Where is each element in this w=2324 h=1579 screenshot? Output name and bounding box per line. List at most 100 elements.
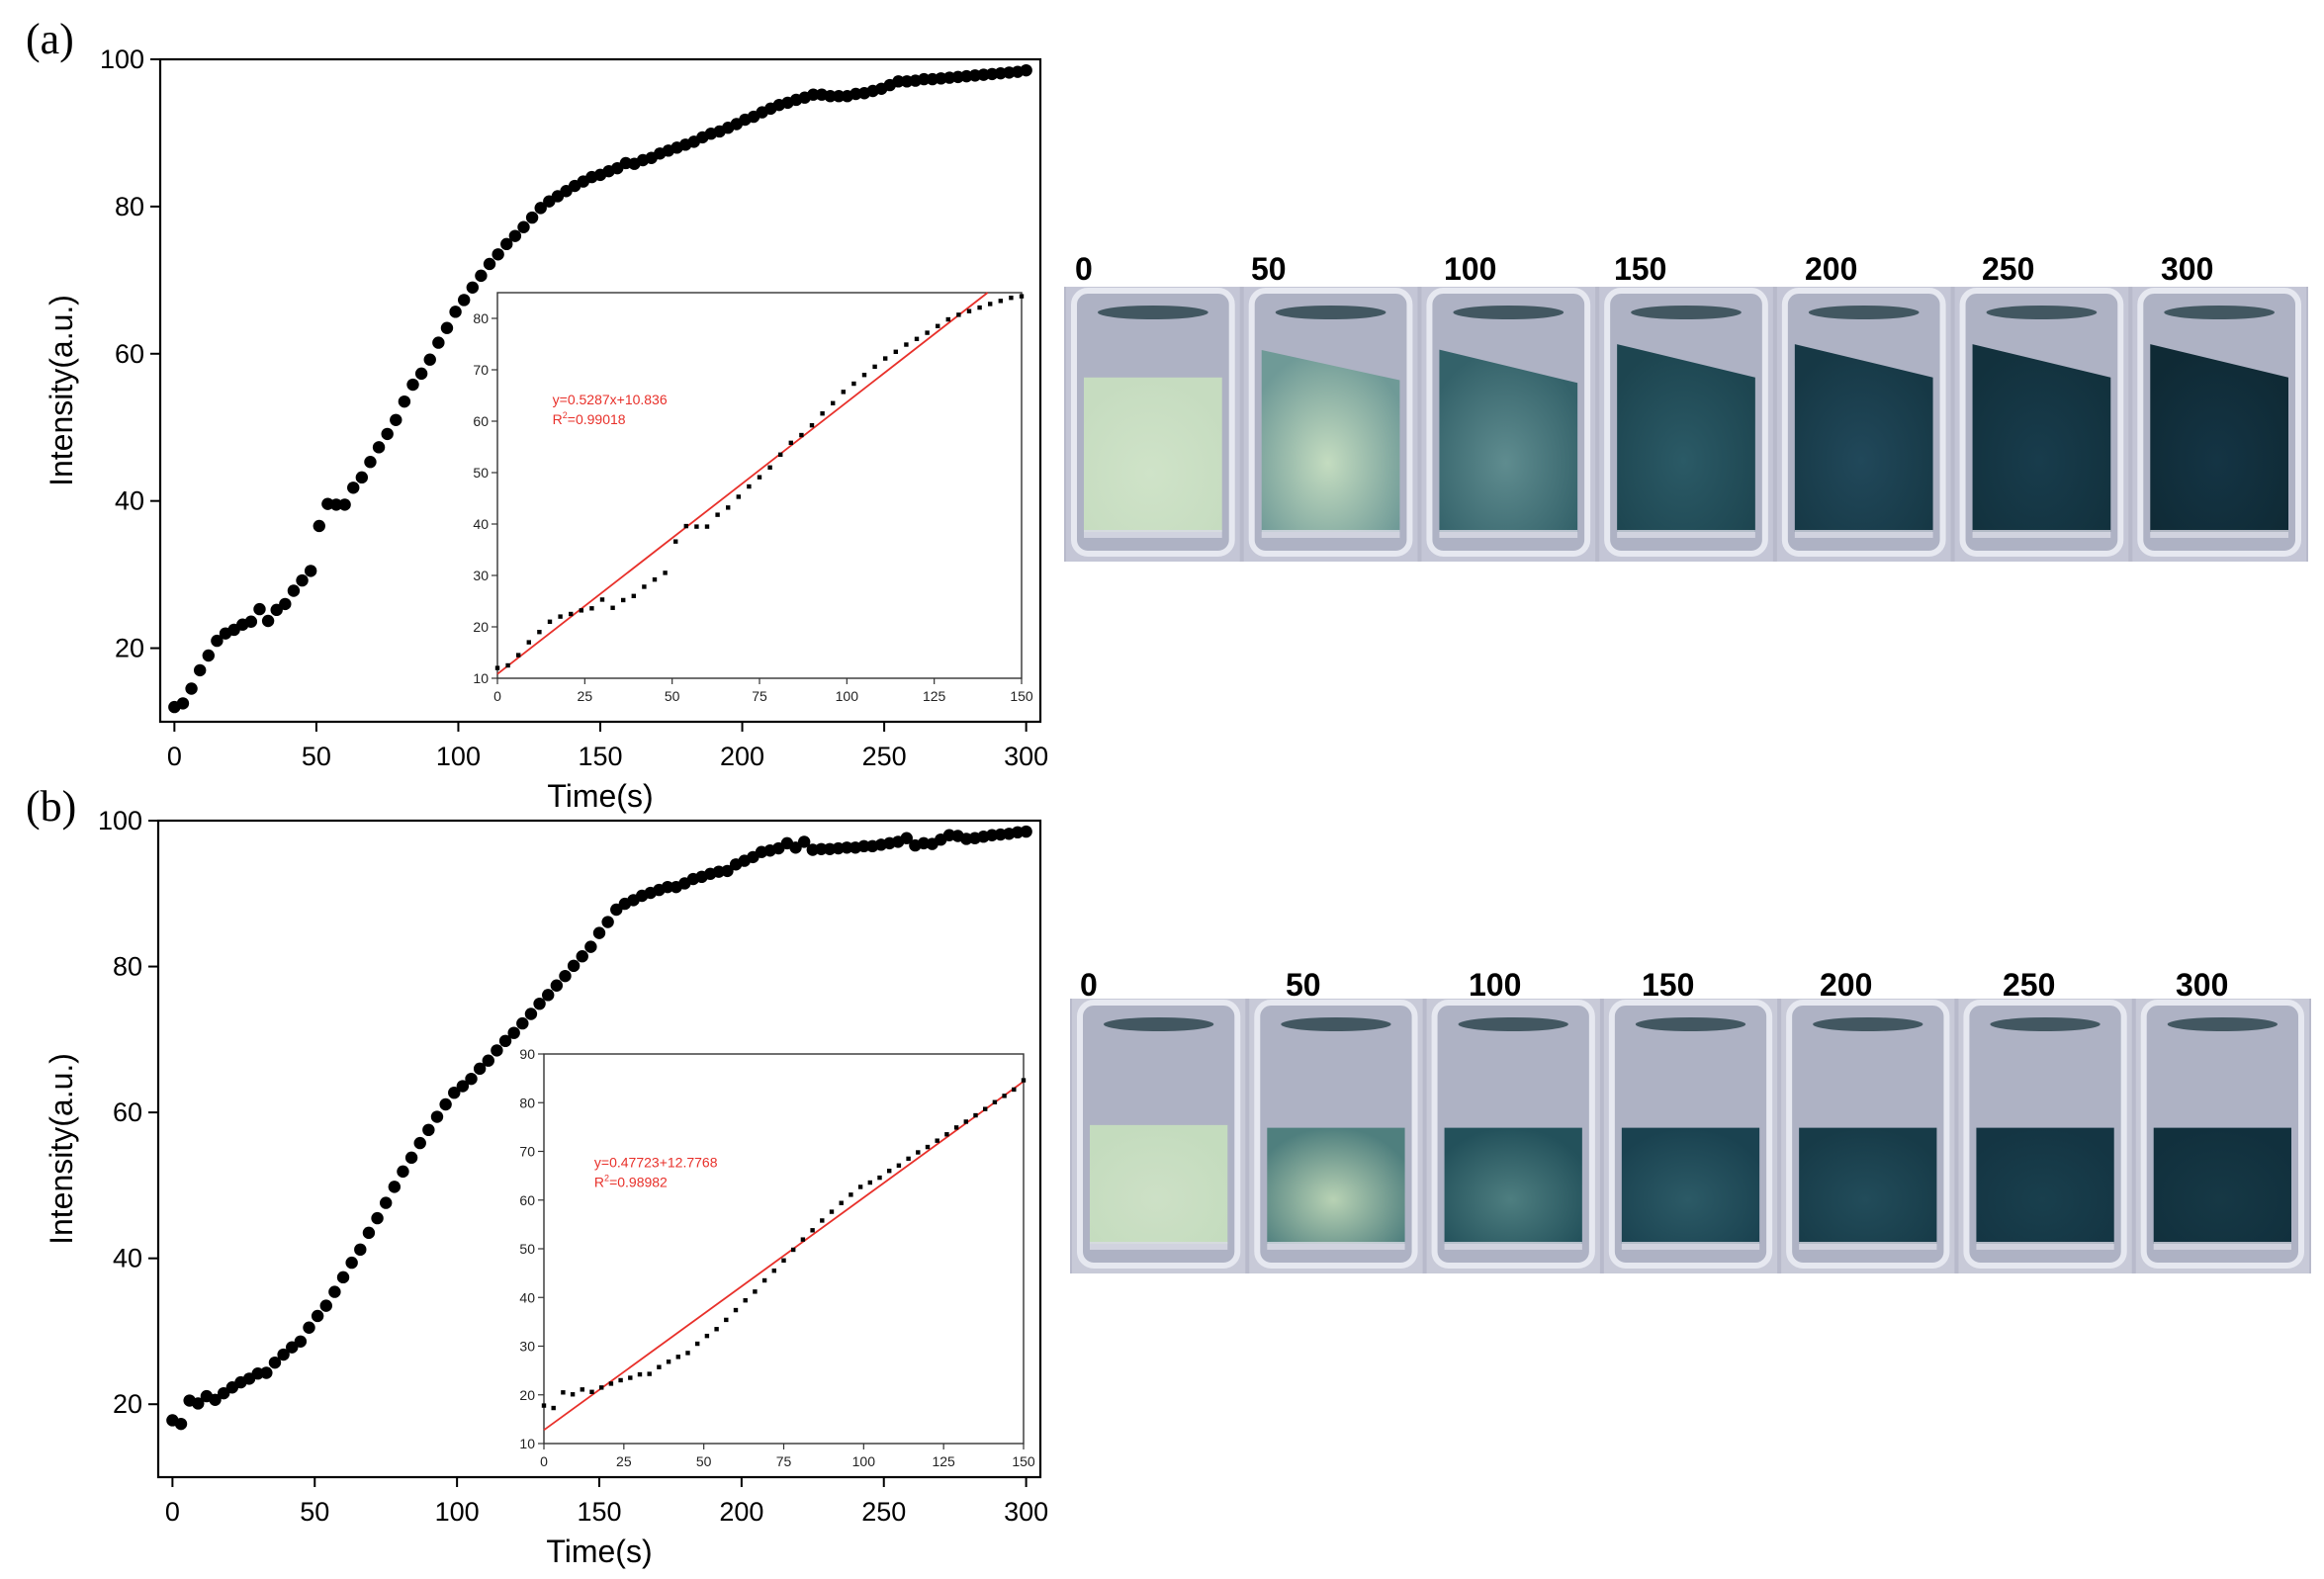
- data-point: [336, 1271, 350, 1284]
- inset-y-tick-label: 30: [519, 1339, 535, 1355]
- inset-data-point: [810, 1228, 815, 1233]
- inset-data-point: [809, 422, 815, 428]
- inset-data-point: [599, 597, 605, 602]
- inset-data-point: [561, 1390, 566, 1395]
- inset-y-tick-label: 60: [473, 413, 489, 429]
- inset-data-point: [992, 1099, 998, 1104]
- x-axis-label: Time(s): [546, 1534, 652, 1569]
- x-tick-label: 50: [300, 1497, 329, 1527]
- data-point: [584, 940, 597, 953]
- inset-data-point: [621, 597, 626, 603]
- vial-150: [1599, 287, 1773, 562]
- inset-data-point: [771, 1268, 776, 1273]
- inset-data-point: [906, 1156, 911, 1162]
- inset-data-point: [998, 299, 1003, 304]
- y-tick-label: 40: [115, 486, 144, 516]
- inset-data-point: [966, 308, 972, 313]
- data-point: [279, 597, 292, 611]
- inset-data-point: [857, 1184, 863, 1189]
- inset-data-point: [893, 349, 898, 354]
- inset-data-point: [608, 1381, 614, 1386]
- inset-chart: 0 25 50 75 100 125 150 10 20 30 40 50 60 70 80 90 y=0.47…: [519, 1046, 1034, 1469]
- inset-y-tick-label: 20: [519, 1387, 535, 1403]
- inset-x-tick-label: 75: [776, 1453, 792, 1469]
- data-point: [550, 979, 564, 992]
- data-point: [900, 832, 913, 844]
- inset-data-point: [589, 606, 594, 611]
- vial-meniscus: [1098, 306, 1208, 319]
- vial-meniscus: [1281, 1017, 1391, 1031]
- inset-data-point: [628, 1375, 633, 1380]
- vial-liquid: [1090, 1124, 1228, 1244]
- inset-data-point: [551, 1405, 556, 1411]
- panel-b-label: (b): [26, 782, 76, 831]
- vial-base-highlight: [1084, 530, 1222, 538]
- data-point: [797, 835, 811, 848]
- inset-x-tick-label: 150: [1012, 1453, 1035, 1469]
- data-point: [303, 1321, 315, 1334]
- inset-x-tick-label: 150: [1010, 688, 1033, 704]
- vial-meniscus: [1458, 1017, 1568, 1031]
- inset-data-point: [618, 1377, 623, 1383]
- inset-data-point: [663, 570, 668, 575]
- x-tick-label: 250: [862, 742, 907, 771]
- data-point: [311, 1309, 324, 1323]
- data-point: [406, 378, 419, 392]
- inset-data-point: [610, 605, 615, 610]
- inset-y-tick-label: 50: [519, 1241, 535, 1257]
- inset-data-point: [631, 593, 636, 598]
- r2-prefix: R: [594, 1174, 604, 1189]
- data-point: [193, 663, 207, 677]
- r2-value: =0.99018: [568, 411, 626, 427]
- data-point: [559, 969, 572, 983]
- inset-data-point: [733, 1307, 739, 1313]
- inset-data-point: [494, 665, 500, 670]
- fit-equation: y=0.47723+12.7768: [594, 1154, 718, 1170]
- vial-liquid: [1444, 1127, 1582, 1244]
- inset-data-point: [977, 305, 982, 310]
- vial-time-label: 250: [1982, 251, 2034, 287]
- vial-base-highlight: [1972, 530, 2111, 538]
- data-point: [567, 959, 581, 973]
- inset-data-point: [1012, 1087, 1017, 1093]
- vial-meniscus: [1453, 306, 1564, 319]
- vial-meniscus: [1990, 1017, 2101, 1031]
- vial-250: [1954, 287, 2129, 562]
- data-point: [328, 1285, 341, 1298]
- data-point: [491, 1044, 503, 1057]
- data-point: [473, 1062, 487, 1076]
- vial-250: [1958, 999, 2132, 1273]
- inset-data-point: [896, 1163, 902, 1168]
- x-axis-label: Time(s): [547, 778, 653, 814]
- vial-base-highlight: [1617, 530, 1755, 538]
- data-point: [261, 614, 275, 628]
- inset-data-point: [673, 539, 678, 544]
- data-point: [456, 1080, 470, 1093]
- data-point: [542, 989, 555, 1002]
- data-point: [1020, 63, 1032, 77]
- inset-data-point: [781, 1258, 786, 1264]
- vial-0: [1072, 999, 1246, 1273]
- data-point: [268, 1356, 282, 1369]
- inset-x-tick-label: 25: [578, 688, 593, 704]
- data-point: [217, 1386, 230, 1400]
- vial-strip-a: 0 50 100 150 200 250 300: [1064, 251, 2308, 562]
- data-point: [576, 950, 588, 963]
- inset-data-point: [791, 1247, 796, 1253]
- data-point: [918, 72, 931, 86]
- data-point: [482, 1054, 494, 1067]
- inset-y-tick-label: 10: [473, 670, 489, 686]
- inset-data-point: [714, 1327, 719, 1332]
- inset-data-point: [599, 1385, 604, 1390]
- inset-data-point: [652, 576, 658, 582]
- inset-data-point: [1021, 1078, 1027, 1083]
- panel-a-label: (a): [26, 15, 74, 63]
- x-tick-label: 50: [302, 742, 331, 771]
- data-point: [517, 220, 530, 233]
- inset-data-point: [956, 312, 961, 317]
- inset-data-point: [695, 1341, 700, 1347]
- vial-meniscus: [1813, 1017, 1923, 1031]
- vial-0: [1066, 287, 1240, 562]
- vial-liquid: [1261, 349, 1400, 532]
- x-tick-label: 300: [1004, 742, 1048, 771]
